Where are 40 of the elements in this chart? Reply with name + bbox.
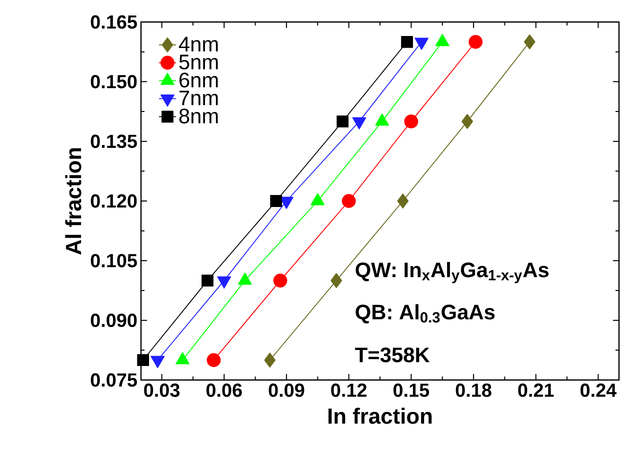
point [202,274,214,287]
x-tick-label: 0.24 [580,384,617,397]
x-axis-title: In fraction [328,408,432,424]
point [468,34,483,49]
y-axis-title: Al fraction [65,148,82,255]
point [206,353,221,368]
x-tick-label: 0.06 [206,384,242,397]
point [273,274,288,288]
annotation: QW: In$_{x}$Al$_{y}$Ga$_{1-x-y}$As [356,262,549,284]
x-tick-label: 0.21 [518,384,554,397]
x-tick-label: 0.12 [331,384,366,397]
y-tick-label: 0.075 [90,373,137,387]
point [336,115,349,128]
legend-label: 5nm [179,54,218,70]
legend-label: 7nm [180,90,218,106]
point [342,194,356,208]
point [401,36,413,48]
y-tick-label: 0.135 [90,134,137,148]
point [524,34,536,50]
point [137,354,150,366]
point [264,352,276,368]
point [330,273,342,288]
point [270,195,282,207]
y-tick-label: 0.105 [90,254,137,268]
x-tick-label: 0.09 [268,384,304,397]
x-tick-label: 0.18 [456,384,492,397]
annotation: T=358K [355,348,430,362]
annotation: QB: Al$_{0.3}$GaAs [356,304,495,324]
point [462,114,473,129]
point [397,194,409,208]
x-tick-label: 0.15 [394,384,430,397]
point [404,114,418,128]
legend-label: 6nm [179,72,218,88]
y-tick-label: 0.090 [90,314,137,328]
y-tick-label: 0.120 [90,194,137,208]
x-tick-label: 0.03 [144,384,180,397]
y-tick-label: 0.150 [90,74,137,88]
legend-label: 4nm [178,36,218,52]
y-tick-label: 0.165 [90,15,137,29]
legend-label: 8nm [179,108,218,124]
